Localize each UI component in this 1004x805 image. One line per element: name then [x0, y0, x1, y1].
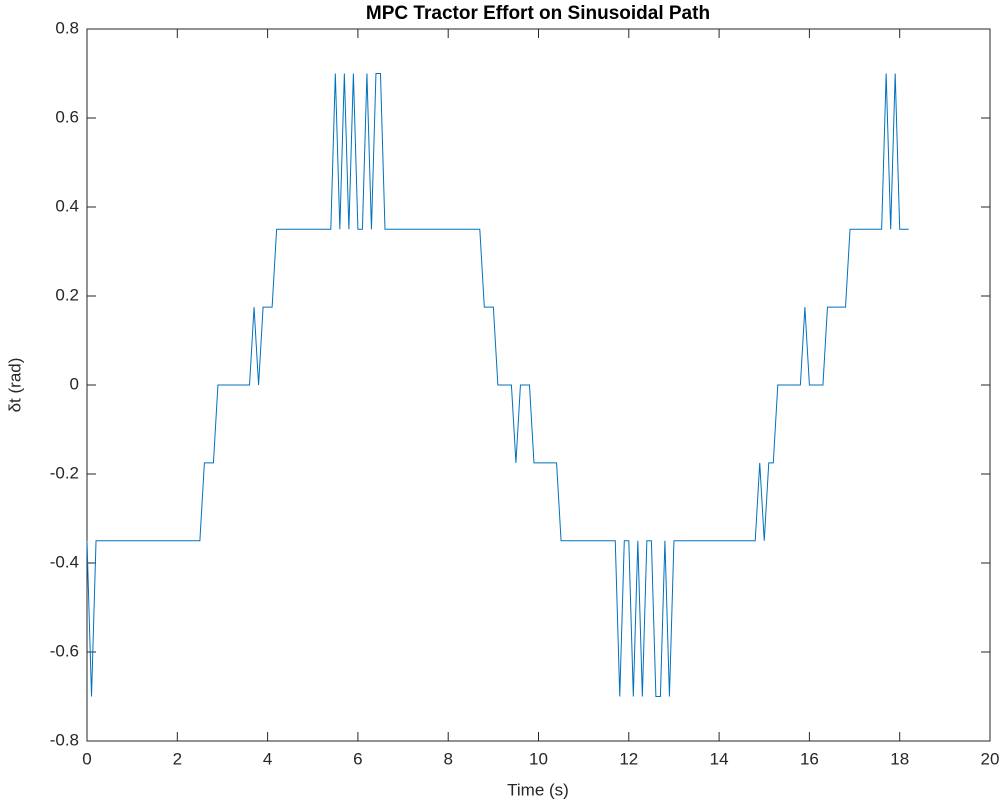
- x-tick-label: 2: [173, 749, 182, 768]
- x-tick-label: 16: [800, 749, 819, 768]
- data-line: [86, 73, 909, 697]
- x-axis-label: Time (s): [507, 780, 569, 799]
- y-tick-label: -0.6: [50, 641, 79, 660]
- x-tick-label: 20: [981, 749, 1000, 768]
- y-tick-label: -0.4: [50, 552, 79, 571]
- x-tick-label: 18: [890, 749, 909, 768]
- x-tick-label: 0: [82, 749, 91, 768]
- y-tick-label: -0.8: [50, 730, 79, 749]
- y-tick-label: 0: [70, 374, 79, 393]
- x-tick-label: 10: [529, 749, 548, 768]
- y-tick-label: -0.2: [50, 463, 79, 482]
- x-tick-label: 8: [443, 749, 452, 768]
- y-tick-label: 0.8: [55, 18, 79, 37]
- x-tick-label: 14: [710, 749, 729, 768]
- y-tick-label: 0.6: [55, 107, 79, 126]
- y-tick-label: 0.4: [55, 196, 79, 215]
- x-tick-label: 6: [353, 749, 362, 768]
- x-tick-label: 12: [619, 749, 638, 768]
- chart-title: MPC Tractor Effort on Sinusoidal Path: [366, 3, 710, 24]
- y-axis-label: δt (rad): [5, 358, 24, 413]
- x-tick-label: 4: [263, 749, 272, 768]
- y-tick-label: 0.2: [55, 285, 79, 304]
